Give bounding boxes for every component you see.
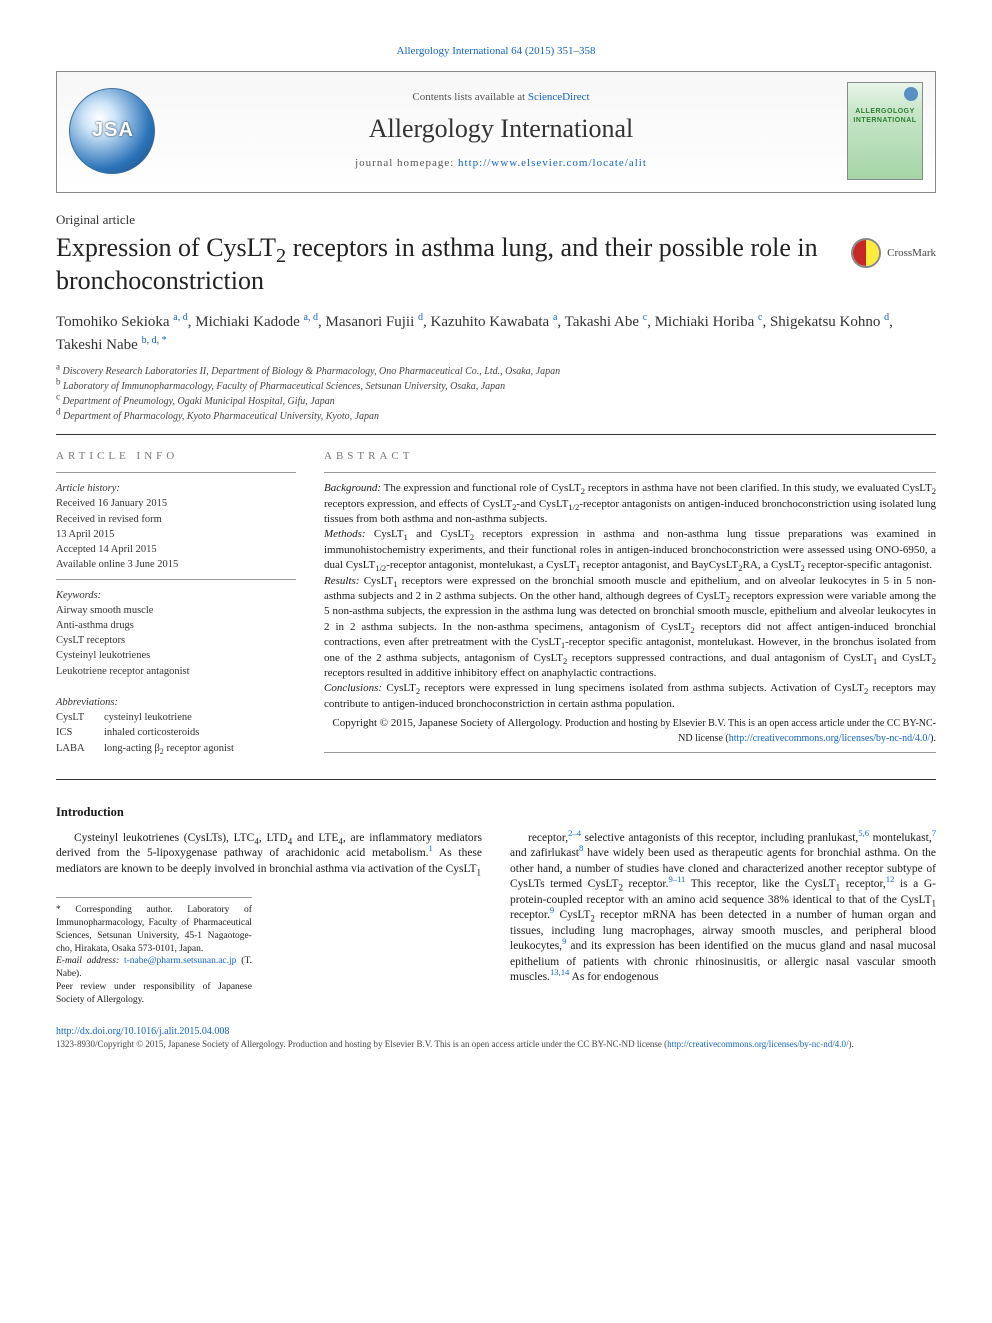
author-list: Tomohiko Sekioka a, d, Michiaki Kadode a… [56, 311, 936, 356]
keywords-label: Keywords: [56, 588, 296, 603]
society-logo-icon [69, 88, 155, 174]
issn-copyright: 1323-8930/Copyright © 2015, Japanese Soc… [56, 1038, 936, 1050]
article-info-head: ARTICLE INFO [56, 449, 296, 464]
journal-title: Allergology International [155, 111, 847, 146]
affiliations: a Discovery Research Laboratories II, De… [56, 364, 936, 424]
abbreviations: CysLTcysteinyl leukotrieneICSinhaled cor… [56, 710, 296, 756]
divider [56, 779, 936, 780]
abstract-body: Background: The expression and functiona… [324, 481, 936, 712]
corresponding-author: * Corresponding author. Laboratory of Im… [56, 897, 252, 1007]
corresponding-email[interactable]: t-nabe@pharm.setsunan.ac.jp [124, 956, 236, 966]
abstract-head: ABSTRACT [324, 449, 936, 464]
divider [324, 752, 936, 753]
journal-cover-icon: ALLERGOLOGY INTERNATIONAL [847, 82, 923, 180]
divider [324, 472, 936, 473]
crossmark-label: CrossMark [887, 246, 936, 261]
intro-heading: Introduction [56, 804, 936, 821]
contents-line: Contents lists available at ScienceDirec… [155, 90, 847, 105]
crossmark-badge[interactable]: CrossMark [851, 238, 936, 268]
doi-link[interactable]: http://dx.doi.org/10.1016/j.alit.2015.04… [56, 1025, 936, 1039]
journal-homepage: journal homepage: http://www.elsevier.co… [155, 156, 847, 171]
crossmark-icon [851, 238, 881, 268]
journal-header: Contents lists available at ScienceDirec… [56, 71, 936, 193]
license-link[interactable]: http://creativecommons.org/licenses/by-n… [729, 733, 930, 744]
article-type: Original article [56, 211, 936, 229]
divider [56, 472, 296, 473]
abbrev-label: Abbreviations: [56, 695, 296, 710]
history-lines: Received 16 January 2015Received in revi… [56, 496, 296, 572]
body-text: Cysteinyl leukotrienes (CysLTs), LTC4, L… [56, 831, 936, 1007]
running-citation: Allergology International 64 (2015) 351–… [56, 44, 936, 59]
homepage-link[interactable]: http://www.elsevier.com/locate/alit [458, 157, 647, 169]
divider [56, 579, 296, 580]
sciencedirect-link[interactable]: ScienceDirect [528, 91, 590, 103]
abstract-copyright: Copyright © 2015, Japanese Society of Al… [324, 716, 936, 746]
keywords: Airway smooth muscleAnti-asthma drugsCys… [56, 603, 296, 679]
history-label: Article history: [56, 481, 296, 496]
divider [56, 434, 936, 435]
article-title: Expression of CysLT2 receptors in asthma… [56, 232, 841, 297]
